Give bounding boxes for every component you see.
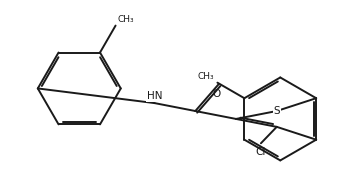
Text: CH₃: CH₃ (117, 15, 134, 24)
Text: HN: HN (147, 91, 162, 101)
Text: O: O (213, 89, 221, 99)
Text: Cl: Cl (256, 147, 266, 157)
Text: S: S (273, 106, 280, 116)
Text: CH₃: CH₃ (198, 72, 214, 81)
